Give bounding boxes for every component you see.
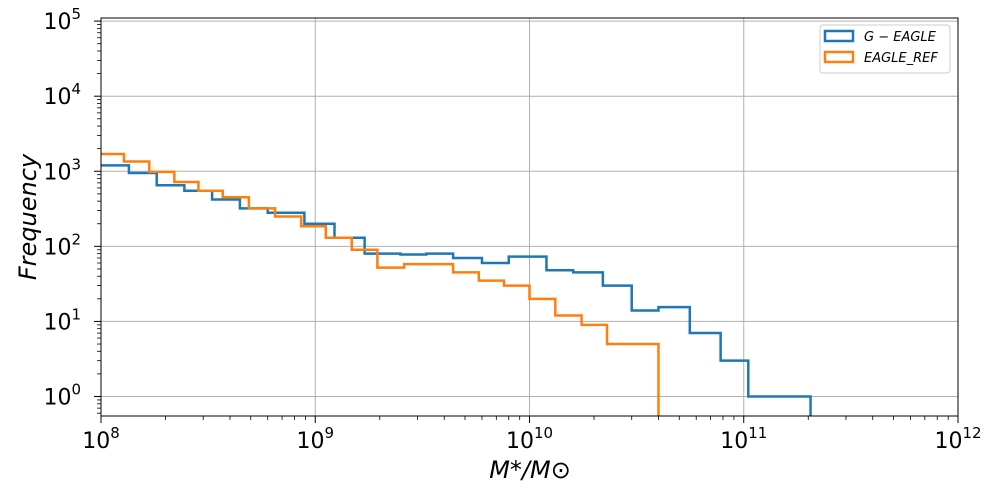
y-tick-exponent: 1	[71, 305, 81, 323]
legend-label-eagle-ref: EAGLE_REF	[864, 51, 938, 66]
y-tick-exponent: 2	[71, 230, 81, 248]
y-tick-base: 10	[43, 85, 71, 110]
y-tick-label: 100	[43, 381, 81, 411]
x-tick-exponent: 10	[534, 424, 553, 442]
series-eagle-ref-step	[101, 152, 660, 416]
x-tick-base: 10	[720, 429, 748, 454]
y-tick-base: 10	[43, 160, 71, 185]
x-tick-base: 10	[82, 429, 110, 454]
x-tick-exponent: 8	[110, 424, 120, 442]
x-tick-label: 1011	[720, 424, 767, 454]
x-tick-label: 109	[296, 424, 334, 454]
y-tick-base: 10	[43, 10, 71, 35]
x-tick-label: 1010	[506, 424, 553, 454]
y-tick-exponent: 4	[71, 80, 81, 98]
x-tick-exponent: 12	[962, 424, 981, 442]
legend-swatch-eagle-ref	[823, 50, 855, 64]
y-tick-base: 10	[43, 310, 71, 335]
y-tick-exponent: 0	[71, 381, 81, 399]
grid-lines	[100, 18, 959, 416]
x-tick-label: 108	[82, 424, 120, 454]
x-axis-title: M*/M⊙	[489, 456, 571, 484]
series-layer	[101, 152, 812, 416]
y-tick-label: 103	[43, 155, 81, 185]
y-axis-title: Frequency	[14, 153, 42, 280]
y-tick-label: 102	[43, 230, 81, 260]
legend-swatch-g-eagle	[823, 29, 855, 43]
y-tick-base: 10	[43, 235, 71, 260]
y-tick-label: 104	[43, 80, 81, 110]
y-tick-exponent: 5	[71, 5, 81, 23]
x-axis-title-text: M*/M⊙	[489, 456, 571, 484]
y-tick-base: 10	[43, 386, 71, 411]
y-tick-exponent: 3	[71, 155, 81, 173]
y-tick-label: 105	[43, 5, 81, 35]
x-tick-exponent: 9	[324, 424, 334, 442]
legend-label-g-eagle: G − EAGLE	[864, 30, 937, 45]
axis-ticks	[94, 20, 959, 423]
x-tick-exponent: 11	[748, 424, 767, 442]
x-tick-base: 10	[934, 429, 962, 454]
x-tick-base: 10	[296, 429, 324, 454]
legend: G − EAGLE EAGLE_REF	[819, 24, 951, 74]
y-tick-label: 101	[43, 305, 81, 335]
x-tick-base: 10	[506, 429, 534, 454]
x-tick-label: 1012	[934, 424, 981, 454]
series-g-eagle-step	[101, 164, 812, 416]
